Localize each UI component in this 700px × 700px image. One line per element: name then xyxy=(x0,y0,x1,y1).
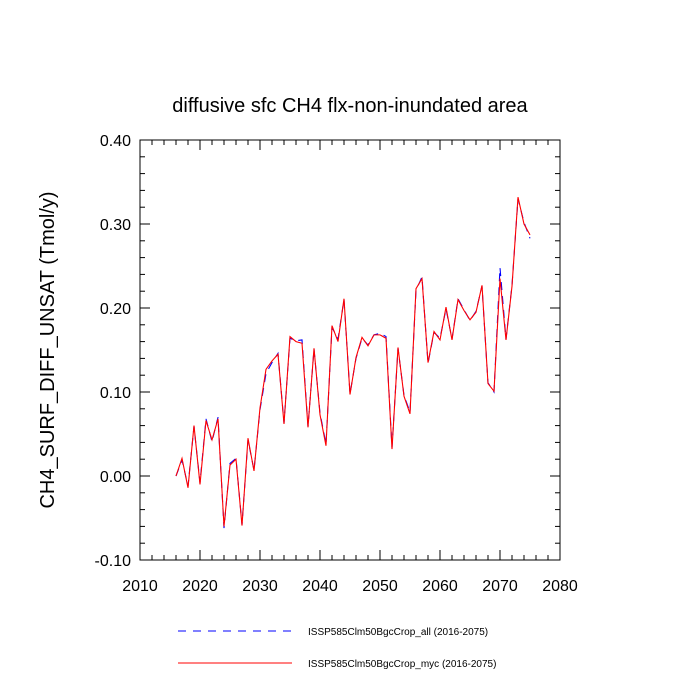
x-tick-label: 2070 xyxy=(482,578,518,595)
y-tick-label: 0.10 xyxy=(100,385,131,402)
series-lines xyxy=(175,197,531,529)
axis-ticks xyxy=(139,139,561,561)
x-tick-label: 2080 xyxy=(542,578,578,595)
x-tick-label: 2040 xyxy=(302,578,338,595)
legend-label: ISSP585Clm50BgcCrop_myc (2016-2075) xyxy=(308,659,496,670)
plot-frame xyxy=(139,139,561,561)
y-tick-label: 0.40 xyxy=(100,133,131,150)
x-tick-label: 2010 xyxy=(122,578,158,595)
legend: ISSP585Clm50BgcCrop_all (2016-2075) ISSP5… xyxy=(178,627,496,670)
x-tick-label: 2060 xyxy=(422,578,458,595)
chart-title: diffusive sfc CH4 flx-non-inundated area xyxy=(172,95,528,117)
axis-tick-labels: 2010 2020 2030 2040 2050 2060 2070 2080 -0.10 0.0… xyxy=(95,133,578,595)
y-tick-label: -0.10 xyxy=(95,553,132,570)
legend-label: ISSP585Clm50BgcCrop_all (2016-2075) xyxy=(308,627,488,638)
x-tick-label: 2030 xyxy=(242,578,278,595)
x-tick-label: 2050 xyxy=(362,578,398,595)
series-line-2 xyxy=(175,197,531,527)
y-tick-label: 0.30 xyxy=(100,217,131,234)
x-tick-label: 2020 xyxy=(182,578,218,595)
y-tick-label: 0.20 xyxy=(100,301,131,318)
y-tick-label: 0.00 xyxy=(100,469,131,486)
y-axis-label: CH4_SURF_DIFF_UNSAT (Tmol/y) xyxy=(37,191,59,508)
